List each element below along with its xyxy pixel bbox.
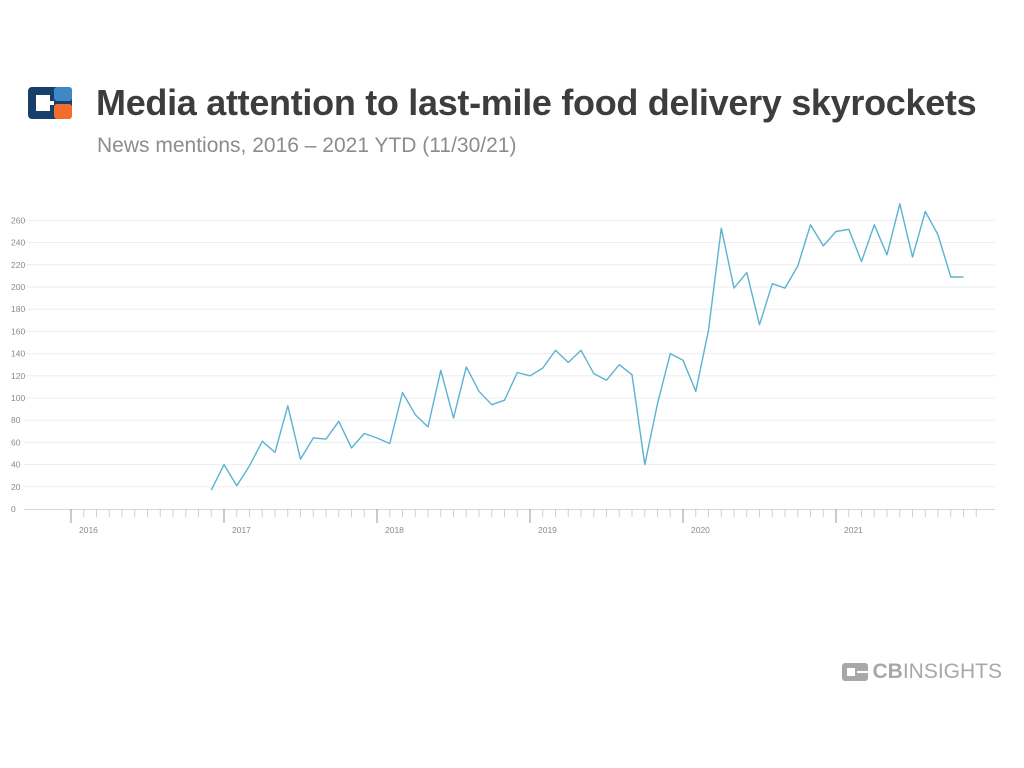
y-tick-label: 120 [11, 371, 25, 381]
y-tick-label: 240 [11, 238, 25, 248]
y-tick-label: 160 [11, 326, 25, 336]
wordmark-rest: INSIGHTS [902, 660, 1002, 683]
x-tick-label: 2021 [844, 525, 863, 535]
y-tick-label: 180 [11, 304, 25, 314]
y-axis: 0 20 40 60 80 100 120 140 160 180 200 220 240 260 [11, 215, 25, 514]
cb-insights-footer-logo: CBINSIGHTS [842, 660, 1002, 684]
chart-subtitle: News mentions, 2016 – 2021 YTD (11/30/21… [97, 134, 517, 157]
y-tick-label: 60 [11, 437, 21, 447]
line-chart: 0 20 40 60 80 100 120 140 160 180 200 220 240 260 201… [11, 203, 995, 535]
y-tick-label: 140 [11, 349, 25, 359]
cb-insights-logo-icon [28, 87, 72, 119]
x-tick-label: 2019 [538, 525, 557, 535]
x-tick-label: 2020 [691, 525, 710, 535]
y-tick-label: 0 [11, 504, 16, 514]
x-tick-label: 2018 [385, 525, 404, 535]
y-tick-label: 20 [11, 482, 21, 492]
y-tick-label: 80 [11, 415, 21, 425]
x-tick-label: 2016 [79, 525, 98, 535]
x-tick-label: 2017 [232, 525, 251, 535]
y-tick-label: 40 [11, 460, 21, 470]
wordmark-bold: CB [872, 660, 903, 683]
y-tick-label: 200 [11, 282, 25, 292]
cb-insights-wordmark: CBINSIGHTS [872, 660, 1002, 684]
x-axis: 2016 2017 2018 2019 2020 2021 [24, 509, 995, 535]
cb-insights-footer-icon [842, 663, 869, 681]
y-tick-label: 260 [11, 215, 25, 225]
gridlines [24, 219, 995, 488]
chart-title: Media attention to last-mile food delive… [96, 82, 977, 123]
series-group [210, 203, 964, 491]
y-tick-label: 220 [11, 260, 25, 270]
series-line-0 [210, 203, 964, 491]
y-tick-label: 100 [11, 393, 25, 403]
